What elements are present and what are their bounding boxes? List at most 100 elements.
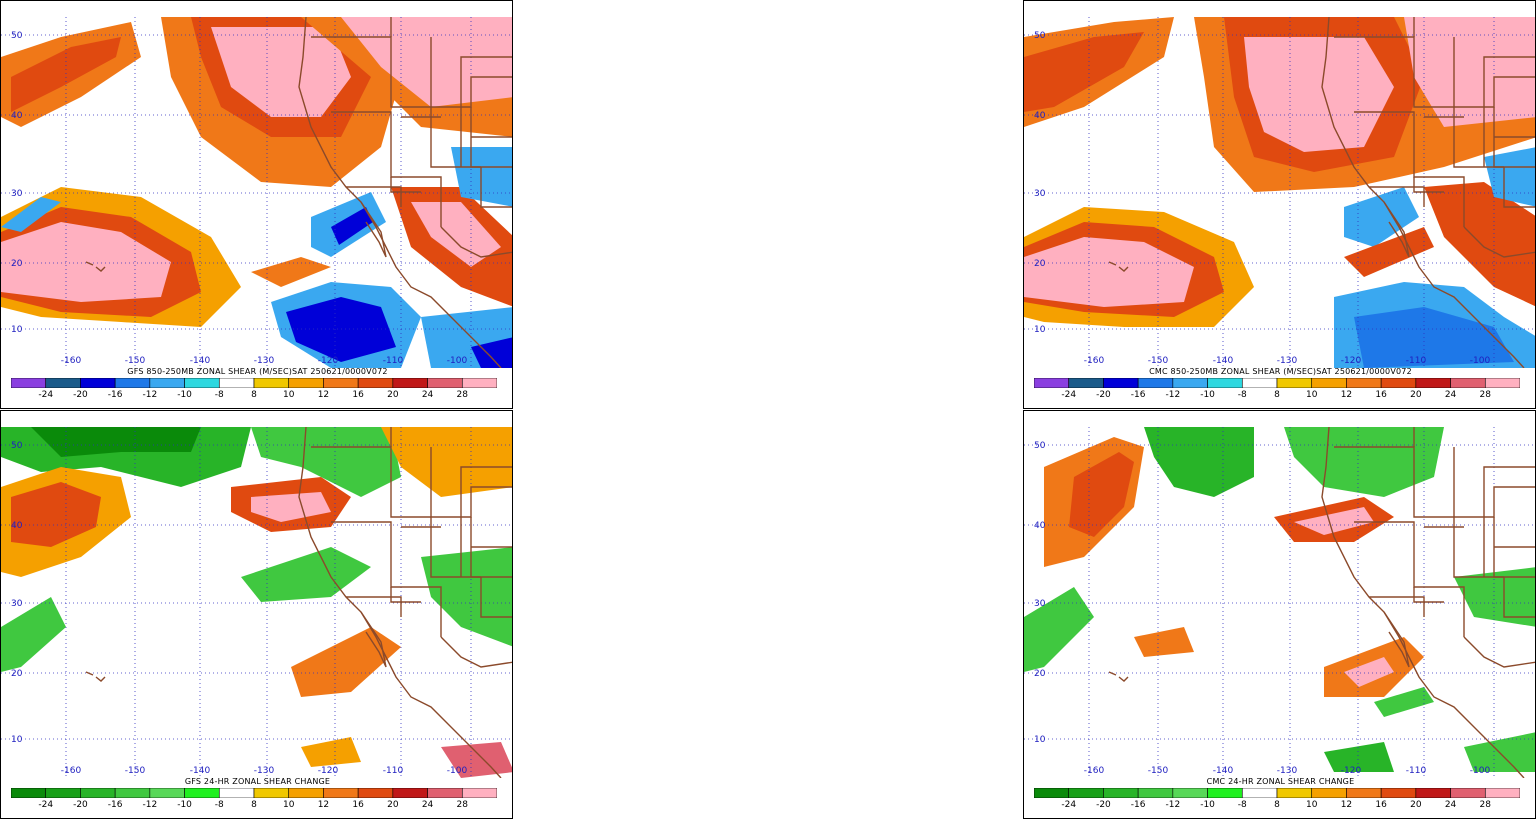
lon-tick-label: -160 <box>61 356 82 366</box>
lon-tick-label: -130 <box>1277 356 1298 366</box>
hawaii-outline <box>85 261 106 272</box>
colorbar-swatch <box>1311 378 1347 388</box>
colorbar-swatch <box>1103 788 1139 798</box>
colorbar-swatch <box>1241 378 1278 388</box>
colorbar-label: -8 <box>1237 390 1247 400</box>
colorbar-swatch <box>1276 378 1313 388</box>
lon-tick-label: -110 <box>1406 766 1427 776</box>
colorbar-label: 20 <box>1410 800 1422 810</box>
gfs-change-colorbar <box>11 788 497 798</box>
gfs-shear-caption: GFS 850-250MB ZONAL SHEAR (M/SEC)SAT 250… <box>127 367 388 376</box>
colorbar-swatch <box>1207 378 1243 388</box>
boundary-line <box>346 596 402 617</box>
cmc-change-panel: 50 40 30 20 10 -160 -150 -140 -130 -120 -110 -100 C… <box>1023 410 1536 819</box>
lat-tick-label: 40 <box>11 111 23 121</box>
lon-tick-label: -150 <box>125 356 146 366</box>
lat-tick-label: 30 <box>11 189 23 199</box>
boundary-line <box>1503 577 1535 618</box>
colorbar-label: -12 <box>1165 390 1181 400</box>
lat-tick-label: 10 <box>11 325 23 335</box>
colorbar-swatch <box>184 788 220 798</box>
gfs-shear-colorbar-labels: -24 -20 -16 -12 -10 -8 8 10 12 16 20 24 28 <box>11 390 497 402</box>
boundary-line <box>390 587 421 603</box>
lat-tick-label: 50 <box>1034 441 1046 451</box>
colorbar-label: -20 <box>1096 390 1111 400</box>
lon-tick-label: -160 <box>1084 766 1105 776</box>
colorbar-swatch <box>1137 788 1174 798</box>
colorbar-label: -10 <box>177 390 192 400</box>
lat-tick-label: 10 <box>11 735 23 745</box>
boundary-line <box>480 167 512 208</box>
colorbar-swatch <box>392 788 428 798</box>
colorbar-label: 28 <box>1479 800 1492 810</box>
lat-tick-label: 40 <box>1034 521 1046 531</box>
lon-tick-label: -130 <box>1277 766 1298 776</box>
colorbar-swatch <box>1450 788 1486 798</box>
lat-tick-label: 20 <box>1034 259 1046 269</box>
colorbar-swatch <box>1415 788 1451 798</box>
colorbar-swatch <box>1346 378 1382 388</box>
colorbar-swatch <box>114 378 151 388</box>
colorbar-swatch <box>253 378 290 388</box>
lon-tick-label: -150 <box>1148 766 1169 776</box>
colorbar-label: 12 <box>317 800 330 810</box>
colorbar-label: 12 <box>1340 800 1353 810</box>
colorbar-swatch <box>357 378 394 388</box>
colorbar-swatch <box>392 378 428 388</box>
lat-tick-label: 20 <box>11 669 23 679</box>
boundary-line <box>1463 636 1535 668</box>
colorbar-label: 12 <box>317 390 330 400</box>
colorbar-label: -12 <box>1165 800 1181 810</box>
lon-tick-label: -130 <box>254 766 275 776</box>
lon-tick-label: -100 <box>1470 766 1491 776</box>
colorbar-label: -12 <box>142 390 158 400</box>
colorbar-label: 12 <box>1340 390 1353 400</box>
boundary-line <box>1483 56 1535 167</box>
lon-tick-label: -130 <box>254 356 275 366</box>
colorbar-label: -12 <box>142 800 158 810</box>
colorbar-swatch <box>288 788 324 798</box>
colorbar-label: -20 <box>73 390 88 400</box>
colorbar-swatch <box>288 378 324 388</box>
boundary-line <box>1334 446 1504 578</box>
boundary-line <box>1483 466 1535 577</box>
boundary-line <box>360 611 387 668</box>
colorbar-label: 16 <box>352 800 364 810</box>
colorbar-label: 20 <box>387 390 399 400</box>
boundary-line <box>1413 177 1444 193</box>
lon-tick-label: -120 <box>1341 766 1362 776</box>
colorbar-swatch <box>80 788 116 798</box>
boundary-line <box>1383 611 1410 668</box>
boundary-line <box>470 517 512 578</box>
colorbar-label: 10 <box>1305 800 1318 810</box>
boundary-line <box>1463 226 1535 258</box>
lon-tick-label: -150 <box>1148 356 1169 366</box>
colorbar-swatch <box>1137 378 1174 388</box>
lon-tick-label: -110 <box>383 766 404 776</box>
hawaii-outline <box>85 671 106 682</box>
colorbar-swatch <box>218 788 255 798</box>
lat-tick-label: 40 <box>1034 111 1046 121</box>
colorbar-label: -8 <box>214 390 224 400</box>
colorbar-label: -24 <box>38 800 54 810</box>
colorbar-label: 24 <box>421 800 434 810</box>
lat-tick-label: 10 <box>1034 735 1046 745</box>
boundary-line <box>1369 186 1425 207</box>
colorbar-label: -16 <box>107 390 123 400</box>
colorbar-label: 8 <box>251 390 257 400</box>
boundary-line <box>480 577 512 618</box>
boundary-line <box>1493 517 1535 578</box>
cmc-shear-colorbar <box>1034 378 1520 388</box>
gfs-change-panel: 50 40 30 20 10 -160 -150 -140 -130 -120 -110 -100 G… <box>0 410 513 819</box>
lon-tick-label: -110 <box>383 356 404 366</box>
boundary-line <box>1354 521 1465 637</box>
colorbar-swatch <box>184 378 220 388</box>
gfs-change-caption: GFS 24-HR ZONAL SHEAR CHANGE <box>184 777 331 786</box>
colorbar-label: 28 <box>1479 390 1492 400</box>
colorbar-swatch <box>218 378 255 388</box>
colorbar-swatch <box>1380 788 1417 798</box>
colorbar-label: -10 <box>1200 390 1215 400</box>
colorbar-swatch <box>1276 788 1313 798</box>
boundary-line <box>346 186 402 207</box>
colorbar-label: -24 <box>38 390 54 400</box>
